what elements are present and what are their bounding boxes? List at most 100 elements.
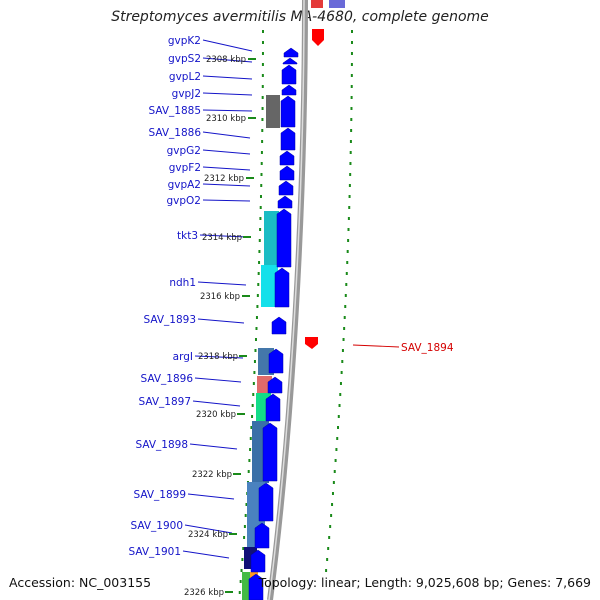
guide-dot [343, 327, 346, 330]
leader-line [194, 377, 242, 383]
guide-dot [261, 140, 264, 143]
leader-line [194, 355, 244, 359]
forward-gene-arrow [250, 549, 266, 573]
gene-label-sav-1885[interactable]: SAV_1885 [148, 105, 201, 117]
guide-dot [260, 184, 263, 187]
leader-line [184, 524, 233, 534]
ruler-label: 2308 kbp [206, 55, 246, 65]
ruler-label: 2322 kbp [192, 470, 232, 480]
guide-dot [350, 96, 353, 99]
gene-label-sav-1899[interactable]: SAV_1899 [133, 489, 186, 501]
feature-block [264, 211, 279, 265]
guide-dot [240, 569, 243, 572]
guide-dot [333, 470, 336, 473]
gene-label-ndh1[interactable]: ndh1 [169, 277, 196, 289]
guide-dot [258, 239, 261, 242]
guide-dot [261, 118, 264, 121]
guide-dot [261, 41, 264, 44]
leader-line [202, 183, 251, 187]
guide-dot [350, 52, 353, 55]
forward-gene-arrow [283, 47, 299, 58]
guide-dot [341, 360, 344, 363]
gene-labels: gvpK2 gvpS2 gvpL2 gvpJ2 SAV_1885 SAV_1886 gvpG… [128, 35, 453, 558]
gene-label-gvpg2[interactable]: gvpG2 [167, 145, 201, 157]
leader-line [202, 166, 251, 171]
guide-dot [347, 239, 350, 242]
gene-label-gvpf2[interactable]: gvpF2 [169, 162, 201, 174]
forward-gene-arrow [279, 150, 295, 166]
forward-gene-arrow [254, 522, 270, 549]
ruler-label: 2316 kbp [200, 292, 240, 302]
gene-label-sav-1901[interactable]: SAV_1901 [128, 546, 181, 558]
leader-line [192, 400, 241, 407]
guide-dot [262, 30, 264, 33]
leader-line [189, 443, 238, 450]
gene-label-sav-1900[interactable]: SAV_1900 [130, 520, 183, 532]
guide-dot [325, 569, 328, 572]
feature-block [261, 265, 278, 307]
gene-label-tkt3[interactable]: tkt3 [177, 230, 198, 242]
gene-label-sav-1893[interactable]: SAV_1893 [143, 314, 196, 326]
guide-dot [337, 426, 340, 429]
leader-line [182, 550, 230, 559]
guide-dot [248, 459, 251, 462]
feature-block [242, 572, 250, 600]
guide-dot [341, 349, 344, 352]
guide-dot [342, 338, 345, 341]
guide-dot [346, 250, 349, 253]
gene-label-gvpk2[interactable]: gvpK2 [168, 35, 201, 47]
guide-dot [249, 448, 252, 451]
guide-dot [348, 184, 351, 187]
track-guides [238, 30, 353, 594]
gene-label-argi[interactable]: argI [173, 351, 193, 363]
guide-dot [256, 294, 259, 297]
gene-label-sav-1896[interactable]: SAV_1896 [140, 373, 193, 385]
guide-dot [258, 261, 261, 264]
guide-dot [243, 536, 246, 539]
guide-dot [259, 195, 262, 198]
guide-dot [349, 151, 352, 154]
genome-backbone-highlight [268, 0, 305, 600]
leader-line [202, 57, 253, 63]
guide-dot [249, 437, 252, 440]
leader-line [197, 318, 245, 324]
gene-label-sav-1894[interactable]: SAV_1894 [401, 342, 454, 354]
gene-label-gvpa2[interactable]: gvpA2 [168, 179, 201, 191]
guide-dot [261, 96, 264, 99]
gene-label-sav-1898[interactable]: SAV_1898 [135, 439, 188, 451]
guide-dot [252, 382, 255, 385]
guide-dot [251, 415, 254, 418]
guide-dot [349, 140, 352, 143]
guide-dot [350, 107, 353, 110]
reverse-gene-arrow [305, 337, 318, 349]
guide-dot [257, 272, 260, 275]
leader-line [202, 131, 251, 139]
guide-dot [247, 470, 250, 473]
gene-label-gvpl2[interactable]: gvpL2 [169, 71, 201, 83]
guide-dot [350, 129, 353, 132]
forward-gene-arrow [267, 376, 283, 394]
guide-dot [350, 118, 353, 121]
gene-label-gvpo2[interactable]: gvpO2 [167, 195, 202, 207]
genome-backbone [267, 0, 308, 600]
gene-label-sav-1886[interactable]: SAV_1886 [148, 127, 201, 139]
forward-gene-arrow [265, 393, 281, 422]
gene-label-sav-1897[interactable]: SAV_1897 [138, 396, 191, 408]
guide-dot [345, 283, 348, 286]
guide-dot [339, 382, 342, 385]
gene-label-gvps2[interactable]: gvpS2 [168, 53, 201, 65]
guide-dot [256, 305, 259, 308]
forward-gene-arrow [279, 165, 295, 181]
guide-dot [348, 195, 351, 198]
topology-summary: Topology: linear; Length: 9,025,608 bp; … [258, 575, 591, 590]
gene-label-gvpj2[interactable]: gvpJ2 [172, 88, 201, 100]
ruler-label: 2314 kbp [202, 233, 242, 243]
forward-gene-arrow [274, 267, 290, 308]
forward-gene-arrow [248, 573, 264, 600]
guide-dot [255, 327, 258, 330]
guide-dot [337, 415, 340, 418]
coordinate-ruler: 2308 kbp 2310 kbp 2312 kbp 2314 kbp 2316 kbp… [184, 55, 256, 598]
forward-gene-arrow [278, 180, 294, 196]
guide-dot [261, 52, 264, 55]
forward-gene-arrow [258, 482, 274, 522]
